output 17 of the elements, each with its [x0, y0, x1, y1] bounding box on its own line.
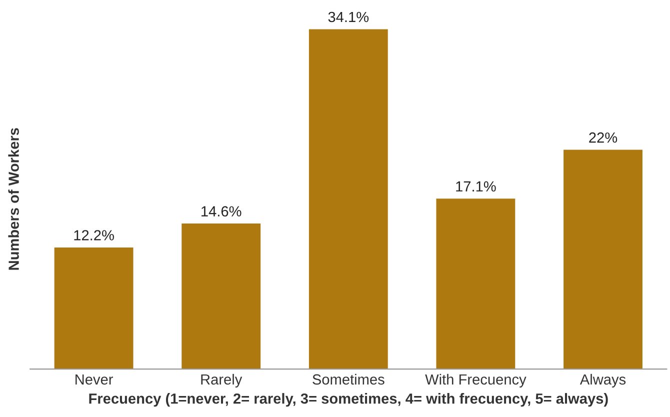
x-tick-label: Rarely	[201, 374, 242, 388]
data-label: 12.2%	[74, 230, 114, 240]
data-label: 34.1%	[328, 12, 369, 22]
data-label: 22%	[589, 132, 618, 143]
x-tick-label: With Frecuency	[425, 374, 526, 388]
data-label: 17.1%	[456, 181, 496, 192]
bar	[182, 224, 261, 370]
x-axis-title: Frecuency (1=never, 2= rarely, 3= sometimes, 4= with frecuency, 5= always)	[89, 393, 608, 407]
data-label: 14.6%	[202, 206, 242, 216]
x-tick-label: Never	[76, 374, 114, 385]
bar	[54, 247, 134, 370]
bar	[564, 150, 642, 370]
x-tick-label: Sometimes	[312, 374, 384, 385]
y-axis-title: Numbers of Workers	[8, 128, 19, 270]
bar	[308, 29, 388, 370]
bar	[436, 198, 516, 370]
x-tick-label: Always	[580, 374, 626, 388]
